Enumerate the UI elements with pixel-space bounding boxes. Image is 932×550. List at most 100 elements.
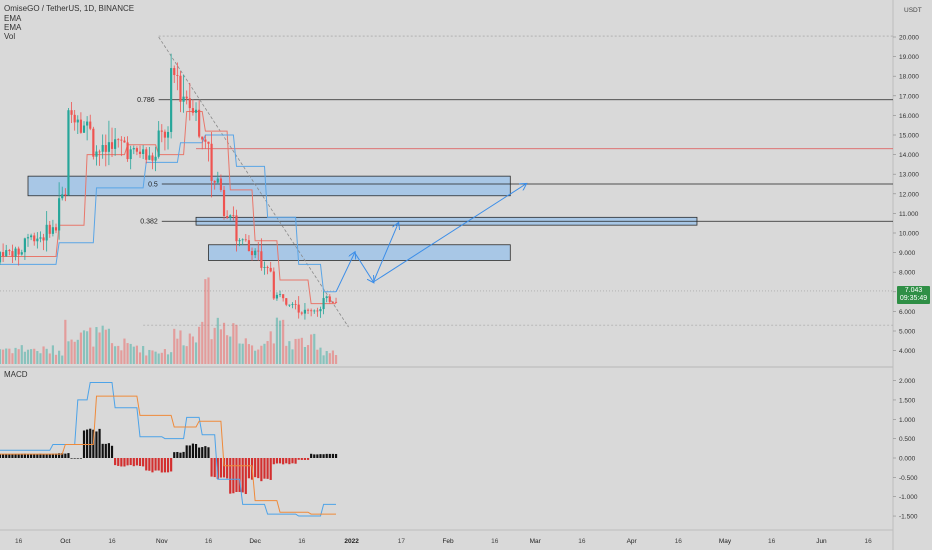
supply-zone-1[interactable] bbox=[27, 175, 511, 197]
macd-histogram-bar bbox=[126, 458, 129, 466]
candle-down bbox=[188, 98, 191, 109]
candle-up bbox=[86, 121, 89, 126]
volume-bar bbox=[306, 345, 310, 364]
macd-histogram-bar bbox=[198, 447, 201, 458]
macd-histogram-bar bbox=[194, 443, 198, 458]
candle-down bbox=[11, 251, 14, 257]
macd-histogram-bar bbox=[20, 453, 23, 458]
macd-histogram-bar bbox=[170, 458, 173, 472]
candle-down bbox=[8, 250, 11, 252]
time-tick-label: 16 bbox=[768, 538, 776, 545]
candle-down bbox=[272, 271, 275, 299]
macd-histogram-bar bbox=[17, 454, 20, 458]
macd-histogram-bar bbox=[48, 454, 51, 458]
macd-histogram-bar bbox=[201, 447, 204, 458]
time-tick-label: 16 bbox=[491, 538, 499, 545]
macd-tick-label: -1.000 bbox=[899, 494, 918, 501]
time-tick-label: 2022 bbox=[344, 538, 359, 545]
volume-bar bbox=[291, 349, 294, 364]
indicator-label-ema-2[interactable]: EMA bbox=[4, 23, 22, 32]
candle-down bbox=[260, 251, 263, 268]
volume-bar bbox=[198, 326, 201, 364]
price-tick-label: 4.000 bbox=[899, 348, 916, 355]
candle-up bbox=[303, 309, 307, 314]
down-trendline[interactable] bbox=[158, 36, 349, 328]
macd-histogram-bar bbox=[278, 458, 282, 464]
time-tick-label: Jun bbox=[816, 538, 827, 545]
candle-up bbox=[238, 240, 241, 242]
volume-bar bbox=[76, 339, 79, 364]
candle-down bbox=[266, 267, 269, 268]
candle-up bbox=[114, 139, 117, 149]
ema-slow-line[interactable] bbox=[0, 134, 336, 293]
candle-up bbox=[166, 131, 170, 138]
candle-up bbox=[23, 238, 26, 253]
candle-down bbox=[54, 227, 58, 231]
macd-histogram-bar bbox=[154, 458, 157, 471]
time-tick-label: 16 bbox=[864, 538, 872, 545]
macd-histogram-bar bbox=[26, 454, 30, 458]
macd-signal-line[interactable] bbox=[0, 395, 336, 515]
candle-up bbox=[26, 237, 30, 239]
macd-histogram-bar bbox=[98, 428, 101, 458]
projection-arrow-segment[interactable] bbox=[354, 252, 374, 282]
volume-bar bbox=[216, 317, 219, 364]
macd-histogram-bar bbox=[334, 453, 338, 458]
macd-histogram-bar bbox=[123, 458, 126, 467]
volume-bar bbox=[269, 331, 272, 364]
time-tick-label: 16 bbox=[298, 538, 306, 545]
macd-histogram-bar bbox=[179, 452, 182, 458]
macd-histogram-bar bbox=[241, 458, 244, 493]
volume-bar bbox=[104, 329, 107, 364]
candle-up bbox=[76, 119, 79, 123]
macd-histogram-bar bbox=[185, 445, 188, 458]
volume-bar bbox=[129, 343, 132, 364]
price-tick-label: 15.000 bbox=[899, 133, 919, 140]
macd-line[interactable] bbox=[0, 382, 336, 517]
indicator-label-vol[interactable]: Vol bbox=[4, 32, 16, 41]
macd-histogram-bar bbox=[2, 454, 5, 458]
macd-histogram-bar bbox=[160, 458, 163, 473]
volume-bar bbox=[89, 327, 92, 364]
ema-fast-line[interactable] bbox=[0, 111, 336, 305]
macd-histogram-bar bbox=[291, 458, 294, 464]
indicator-label-ema-1[interactable]: EMA bbox=[4, 14, 22, 23]
volume-bar bbox=[82, 330, 86, 364]
macd-histogram-bar bbox=[325, 453, 328, 458]
macd-histogram-bar bbox=[316, 454, 319, 458]
macd-histogram-bar bbox=[247, 458, 251, 479]
volume-bar bbox=[294, 338, 297, 364]
candle-down bbox=[123, 140, 126, 143]
macd-histogram-bar bbox=[58, 453, 61, 458]
candle-down bbox=[310, 310, 313, 312]
candle-up bbox=[61, 194, 64, 199]
candle-down bbox=[151, 155, 154, 161]
macd-histogram-bar bbox=[313, 454, 316, 458]
volume-bar bbox=[173, 328, 176, 364]
macd-histogram-bar bbox=[14, 454, 17, 458]
macd-histogram-bar bbox=[182, 451, 185, 458]
macd-histogram-bar bbox=[95, 431, 98, 458]
macd-histogram-bar bbox=[8, 454, 11, 458]
supply-zone-3[interactable] bbox=[208, 244, 511, 261]
macd-label: MACD bbox=[4, 370, 28, 379]
candle-down bbox=[104, 145, 107, 152]
volume-bar bbox=[64, 319, 67, 364]
candle-down bbox=[89, 121, 92, 129]
candle-up bbox=[216, 178, 219, 183]
candle-up bbox=[291, 304, 294, 305]
volume-bar bbox=[92, 346, 95, 364]
projection-arrow-segment[interactable] bbox=[372, 223, 398, 283]
macd-histogram-bar bbox=[303, 458, 307, 460]
projection-arrow-segment[interactable] bbox=[335, 253, 355, 293]
last-price-tag: 7.043 09:35:49 bbox=[897, 286, 930, 304]
volume-bar bbox=[107, 328, 110, 364]
projection-arrow-long[interactable] bbox=[373, 184, 525, 283]
macd-histogram-bar bbox=[107, 443, 110, 458]
candle-down bbox=[98, 151, 101, 153]
volume-bar bbox=[11, 353, 14, 364]
candle-down bbox=[173, 68, 176, 76]
volume-bar bbox=[86, 331, 89, 364]
volume-bar bbox=[194, 342, 198, 364]
